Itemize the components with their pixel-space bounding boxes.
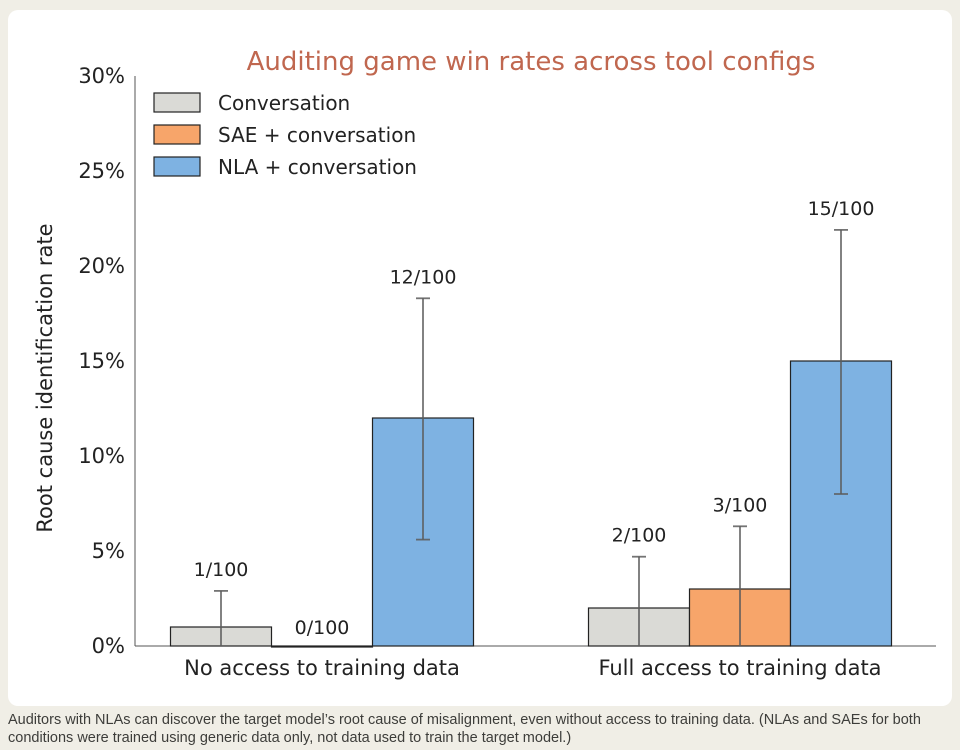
x-tick-label: Full access to training data <box>598 656 881 680</box>
data-label: 0/100 <box>295 617 350 639</box>
y-tick-label: 15% <box>78 349 125 373</box>
legend-swatch <box>153 92 201 113</box>
y-tick-label: 0% <box>92 634 125 658</box>
bar-chart: Auditing game win rates across tool conf… <box>33 47 936 680</box>
data-label: 15/100 <box>808 198 875 220</box>
y-tick-label: 5% <box>92 539 125 563</box>
legend-label: NLA + conversation <box>218 155 417 179</box>
y-tick-label: 20% <box>78 254 125 278</box>
data-label: 1/100 <box>194 559 249 581</box>
legend: Conversation SAE + conversation NLA + conv… <box>153 91 417 179</box>
figure-caption: Auditors with NLAs can discover the targ… <box>8 712 921 746</box>
data-label: 2/100 <box>612 525 667 547</box>
data-labels: 1/100 2/100 0/100 3/100 12/100 15/100 <box>194 198 875 639</box>
legend-swatch <box>153 124 201 145</box>
data-label: 12/100 <box>390 266 457 288</box>
chart-title: Auditing game win rates across tool conf… <box>247 47 816 77</box>
error-bars <box>214 228 848 646</box>
bar <box>270 645 374 648</box>
legend-label: Conversation <box>218 91 350 115</box>
axes: 0% 5% 10% 15% 20% 25% 30% No access to training… <box>78 64 936 680</box>
x-tick-label: No access to training data <box>184 656 460 680</box>
legend-label: SAE + conversation <box>218 123 416 147</box>
data-label: 3/100 <box>713 494 768 516</box>
y-axis-label: Root cause identification rate <box>33 223 57 532</box>
y-tick-label: 25% <box>78 159 125 183</box>
chart-card: Auditing game win rates across tool conf… <box>8 10 952 706</box>
legend-swatch <box>153 156 201 177</box>
y-tick-label: 10% <box>78 444 125 468</box>
bars <box>169 360 893 648</box>
y-tick-label: 30% <box>78 64 125 88</box>
